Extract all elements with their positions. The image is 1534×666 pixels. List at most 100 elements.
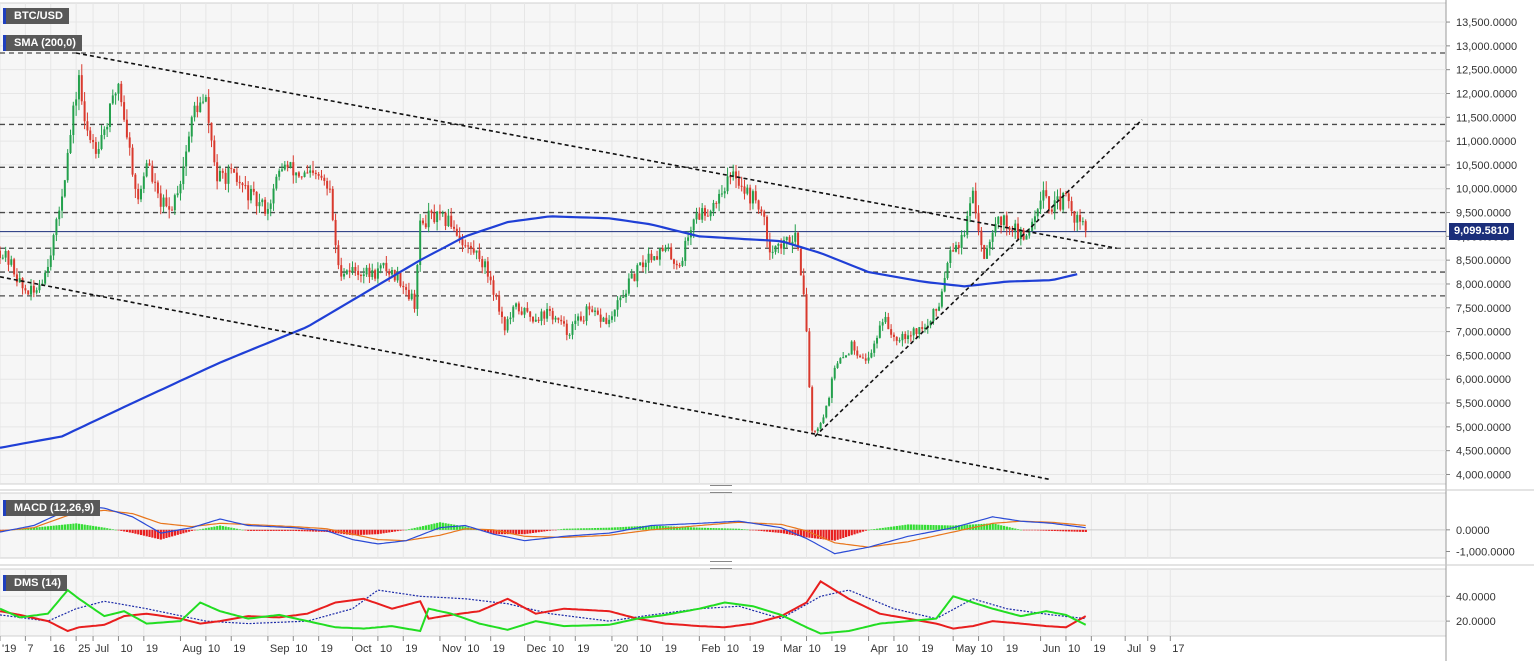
macd-histogram-bar <box>554 529 557 531</box>
candle-body <box>664 247 667 251</box>
macd-histogram-bar <box>712 528 715 530</box>
macd-histogram-bar <box>991 523 994 530</box>
macd-histogram-bar <box>131 529 134 534</box>
macd-histogram-bar <box>523 529 526 535</box>
time-tick-label: 19 <box>405 643 417 655</box>
candle-body <box>374 270 377 279</box>
time-tick-label: 10 <box>380 643 392 655</box>
candle-body <box>320 175 323 178</box>
macd-histogram-bar <box>822 529 825 540</box>
macd-histogram-bar <box>692 527 695 530</box>
price-panel <box>0 2 1447 485</box>
candle-body <box>687 237 690 241</box>
macd-histogram-bar <box>235 528 239 530</box>
candle-body <box>1005 215 1008 228</box>
macd-histogram-bar <box>890 526 893 530</box>
macd-histogram-bar <box>83 524 86 530</box>
price-tick-label: 12,500.0000 <box>1456 65 1517 77</box>
candle-body <box>168 206 171 210</box>
dms-pane-resize-handle[interactable] <box>710 561 732 569</box>
candle-body <box>30 285 33 295</box>
macd-histogram-bar <box>159 529 162 540</box>
macd-histogram-bar <box>275 529 278 531</box>
candle-body <box>548 308 551 311</box>
macd-histogram-bar <box>297 529 301 532</box>
candle-body <box>193 105 196 118</box>
time-tick-label: 10 <box>639 643 651 655</box>
macd-histogram-bar <box>1064 529 1068 532</box>
candle-body <box>351 267 354 273</box>
macd-histogram-bar <box>557 529 560 531</box>
macd-histogram-bar <box>754 529 757 531</box>
macd-histogram-bar <box>100 527 103 530</box>
candle-body <box>633 273 636 282</box>
macd-histogram-bar <box>957 525 960 530</box>
macd-indicator-label[interactable]: MACD (12,26,9) <box>3 500 101 516</box>
macd-histogram-bar <box>565 528 569 530</box>
dms-indicator-label[interactable]: DMS (14) <box>3 575 68 591</box>
macd-histogram-bar <box>41 526 44 530</box>
time-tick-label: Jul <box>95 643 109 655</box>
candle-body <box>334 219 337 246</box>
macd-histogram-bar <box>489 529 492 534</box>
candle-body <box>204 97 207 102</box>
candle-body <box>297 172 300 177</box>
macd-histogram-bar <box>142 529 146 536</box>
candle-body <box>1050 209 1053 212</box>
trendline <box>814 119 1143 437</box>
candle-body <box>498 295 501 312</box>
macd-histogram-bar <box>650 525 653 530</box>
macd-histogram-bar <box>162 529 165 539</box>
sma-indicator-label[interactable]: SMA (200,0) <box>3 35 82 51</box>
candle-body <box>1039 200 1042 210</box>
macd-histogram-bar <box>328 529 332 533</box>
candle-body <box>1079 215 1082 222</box>
candle-body <box>517 303 520 312</box>
macd-line <box>0 505 1086 555</box>
candle-body <box>1062 193 1065 210</box>
time-tick-label: Mar <box>783 643 802 655</box>
macd-pane-resize-handle[interactable] <box>710 485 732 493</box>
candle-body <box>960 234 963 248</box>
candle-body <box>1019 230 1022 240</box>
candle-body <box>388 271 391 275</box>
candle-body <box>591 309 594 312</box>
candle-body <box>438 211 441 214</box>
macd-histogram-bar <box>1031 529 1034 531</box>
candle-body <box>983 245 986 259</box>
candle-body <box>218 170 221 182</box>
candle-body <box>41 283 44 285</box>
macd-histogram-bar <box>954 525 958 530</box>
macd-histogram-bar <box>63 524 67 530</box>
macd-histogram-bar <box>608 527 611 530</box>
candle-body <box>24 288 27 291</box>
macd-histogram-bar <box>585 528 588 530</box>
candle-body <box>142 176 145 189</box>
candle-body <box>314 172 317 175</box>
candle-body <box>932 308 935 322</box>
candle-body <box>368 267 371 277</box>
candle-body <box>1048 196 1051 210</box>
time-tick-label: 9 <box>1150 643 1156 655</box>
macd-histogram-bar <box>895 525 898 530</box>
candle-body <box>1000 216 1003 225</box>
candle-body <box>140 188 142 200</box>
candle-body <box>61 196 64 211</box>
candle-body <box>909 335 912 337</box>
macd-histogram-bar <box>396 529 399 532</box>
candle-body <box>774 245 777 252</box>
candle-body <box>794 232 797 242</box>
candle-body <box>103 129 106 135</box>
macd-histogram-bar <box>427 524 430 530</box>
candle-body <box>326 180 329 189</box>
macd-histogram-bar <box>794 529 797 536</box>
candle-body <box>551 310 554 320</box>
candle-body <box>123 102 126 120</box>
candle-body <box>763 211 766 217</box>
candle-body <box>588 306 591 310</box>
candle-body <box>15 274 18 283</box>
macd-histogram-bar <box>884 527 887 530</box>
instrument-label: BTC/USD <box>3 8 69 24</box>
candle-body <box>156 182 159 194</box>
